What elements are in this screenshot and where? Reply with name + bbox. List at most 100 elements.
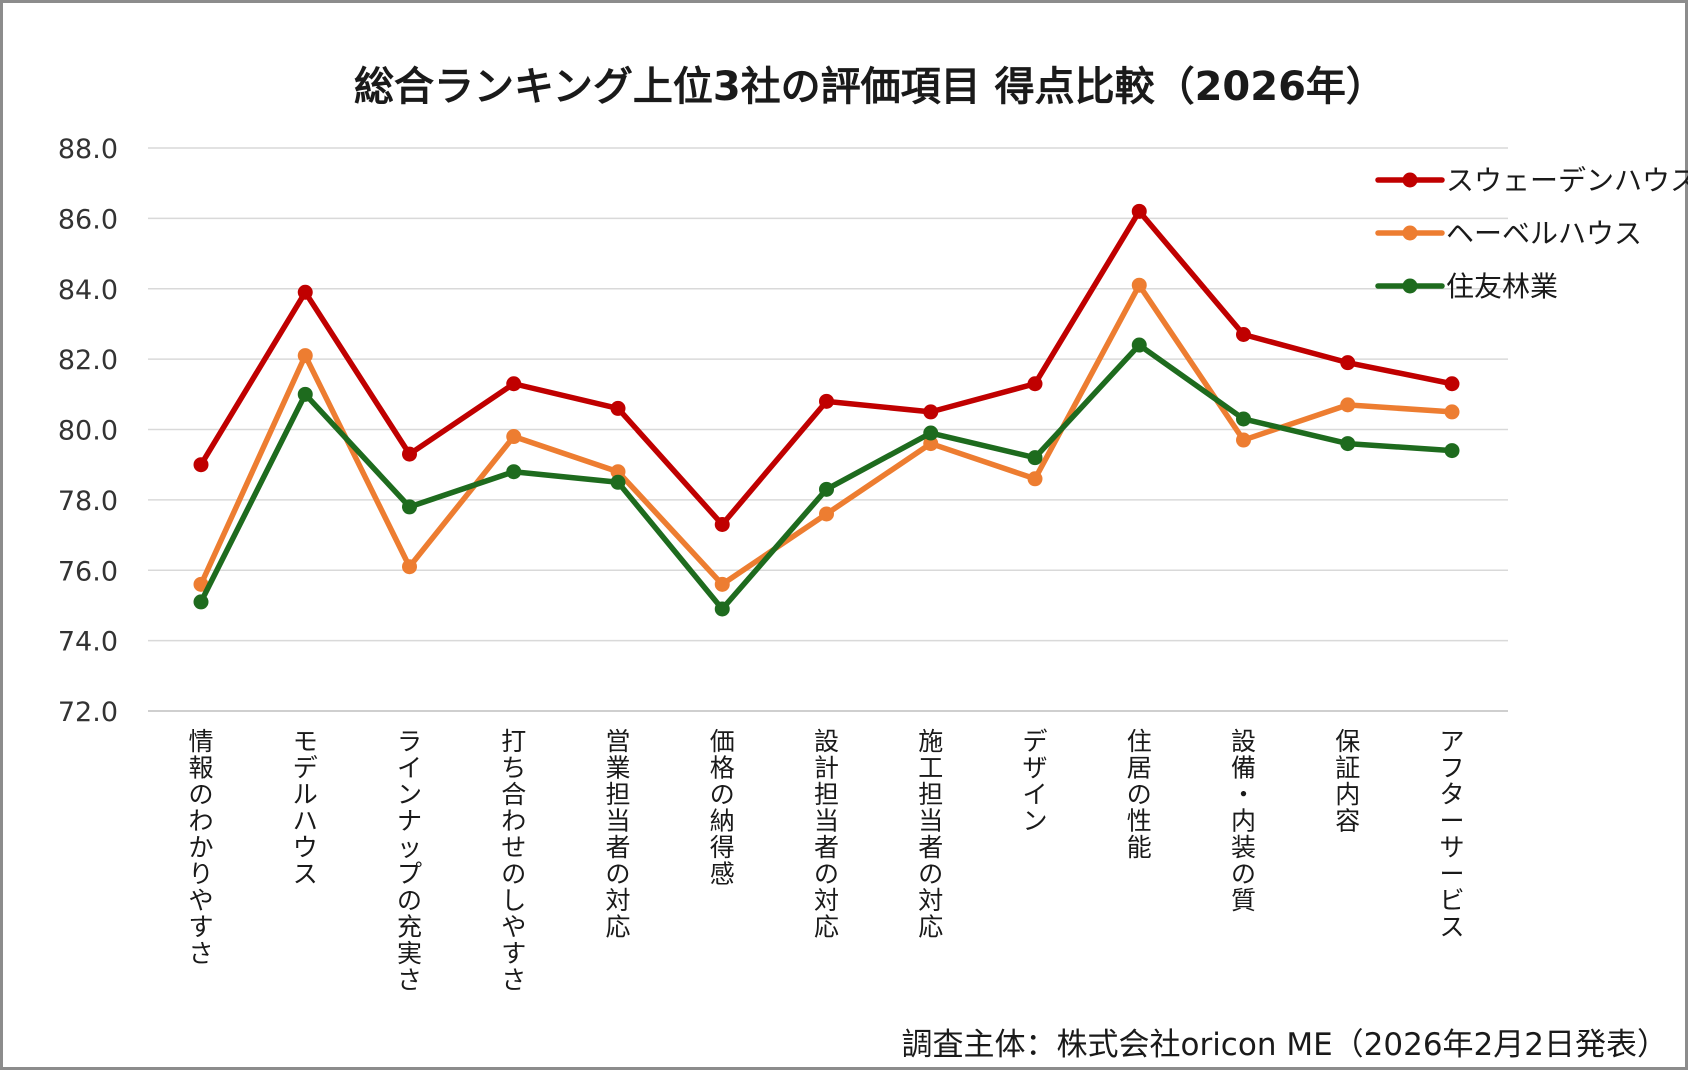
data-point bbox=[714, 601, 730, 617]
x-tick-char: 施 bbox=[918, 727, 943, 756]
x-tick-char: 計 bbox=[814, 754, 839, 783]
data-point bbox=[610, 464, 626, 480]
data-point bbox=[297, 348, 313, 364]
x-tick-char: 当 bbox=[814, 807, 839, 836]
data-point bbox=[610, 400, 626, 416]
source-note: 調査主体：株式会社oricon ME（2026年2月2日発表） bbox=[901, 1027, 1668, 1063]
data-point bbox=[506, 429, 522, 445]
y-tick-label: 74.0 bbox=[58, 627, 118, 658]
series-group bbox=[193, 203, 1460, 617]
x-tick-char: 内 bbox=[1231, 807, 1256, 836]
x-tick-char: イ bbox=[1022, 780, 1047, 809]
data-point bbox=[923, 404, 939, 420]
x-tick-char: 居 bbox=[1127, 754, 1152, 783]
data-point bbox=[402, 559, 417, 575]
x-tick-char: ザ bbox=[1022, 754, 1047, 783]
x-tick-char: 保 bbox=[1335, 727, 1360, 756]
data-point bbox=[923, 436, 939, 452]
data-point bbox=[1027, 471, 1043, 487]
data-point bbox=[610, 474, 626, 490]
data-point bbox=[819, 481, 834, 497]
x-tick-char: ア bbox=[1439, 727, 1464, 756]
data-point bbox=[1236, 326, 1251, 342]
x-tick-char: の bbox=[1127, 780, 1152, 809]
x-tick-char: 応 bbox=[918, 913, 943, 942]
x-tick-char: 充 bbox=[397, 913, 422, 942]
data-point bbox=[506, 376, 522, 392]
data-point bbox=[402, 499, 417, 515]
x-tick-char: 容 bbox=[1335, 807, 1360, 836]
x-tick-char: 当 bbox=[605, 807, 630, 836]
x-tick-char: 質 bbox=[1231, 886, 1256, 915]
x-tick-char: 者 bbox=[605, 833, 630, 862]
x-tick-char: ち bbox=[501, 754, 526, 783]
data-point bbox=[1444, 443, 1460, 459]
x-tick-char: の bbox=[814, 860, 839, 889]
data-point bbox=[1444, 404, 1460, 420]
x-tick-char: 当 bbox=[918, 807, 943, 836]
x-tick-char: 得 bbox=[710, 833, 735, 862]
x-tick-char: 工 bbox=[918, 754, 943, 783]
chart-title: 総合ランキング上位3社の評価項目 得点比較（2026年） bbox=[354, 64, 1386, 110]
data-point bbox=[1131, 277, 1147, 293]
y-tick-label: 82.0 bbox=[58, 345, 118, 376]
x-tick-char: さ bbox=[188, 939, 213, 968]
x-tick-char: 設 bbox=[814, 727, 839, 756]
x-tick-char: の bbox=[1231, 860, 1256, 889]
x-tick-char: 内 bbox=[1335, 780, 1360, 809]
legend-label: ヘーベルハウス bbox=[1446, 217, 1642, 250]
x-tick-char: せ bbox=[501, 833, 526, 862]
data-point bbox=[923, 425, 939, 441]
x-tick-char: の bbox=[501, 860, 526, 889]
x-tick-char: 実 bbox=[397, 939, 422, 968]
x-tick-char: モ bbox=[293, 727, 318, 756]
x-tick-char: ー bbox=[1439, 860, 1464, 889]
x-tick-char: り bbox=[188, 860, 213, 889]
x-tick-char: 応 bbox=[605, 913, 630, 942]
data-point bbox=[1027, 450, 1043, 466]
x-tick-char: 業 bbox=[605, 754, 630, 783]
x-tick-char: ウ bbox=[293, 833, 318, 862]
x-tick-char: さ bbox=[397, 966, 422, 995]
data-point bbox=[819, 393, 834, 409]
series-line bbox=[198, 282, 1455, 588]
series-2 bbox=[193, 277, 1460, 592]
x-tick-char: プ bbox=[397, 860, 422, 889]
data-point bbox=[1131, 203, 1147, 219]
x-tick-char: の bbox=[918, 860, 943, 889]
y-tick-label: 78.0 bbox=[58, 486, 118, 517]
x-tick-char: ハ bbox=[293, 807, 318, 836]
series-line bbox=[198, 208, 1455, 528]
series-line bbox=[198, 342, 1455, 612]
x-tick-char: ス bbox=[1439, 913, 1464, 942]
x-tick-char: ス bbox=[293, 860, 318, 889]
data-point bbox=[714, 517, 730, 533]
data-point bbox=[1340, 436, 1356, 452]
x-tick-char: か bbox=[188, 833, 213, 862]
x-tick-char: の bbox=[188, 780, 213, 809]
x-tick-char: 者 bbox=[814, 833, 839, 862]
legend-item: 住友林業 bbox=[1375, 270, 1558, 303]
x-tick-char: さ bbox=[501, 966, 526, 995]
x-tick-char: フ bbox=[1439, 754, 1464, 783]
x-tick-char: の bbox=[397, 886, 422, 915]
data-point bbox=[1444, 376, 1460, 392]
x-tick-char: イ bbox=[397, 754, 422, 783]
data-point bbox=[402, 446, 417, 462]
x-tick-char: や bbox=[188, 886, 213, 915]
data-point bbox=[297, 284, 313, 300]
y-tick-label: 72.0 bbox=[58, 697, 118, 728]
data-point bbox=[193, 594, 209, 610]
x-tick-char: 設 bbox=[1231, 727, 1256, 756]
legend-item: ヘーベルハウス bbox=[1375, 217, 1642, 250]
x-tick-char: 納 bbox=[710, 807, 735, 836]
x-tick-char: 対 bbox=[605, 886, 630, 915]
y-tick-label: 76.0 bbox=[58, 556, 118, 587]
x-tick-char: ル bbox=[293, 780, 318, 809]
